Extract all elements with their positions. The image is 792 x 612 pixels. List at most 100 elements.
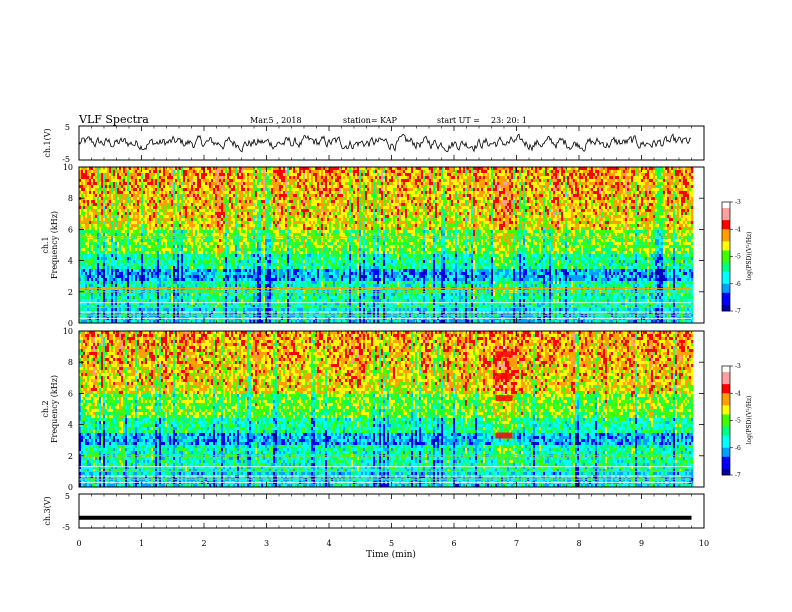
spectrogram-cell [395,185,397,188]
spectrogram-cell [579,206,581,209]
spectrogram-cell [645,179,647,182]
spectrogram-cell [205,179,207,182]
spectrogram-cell [681,176,683,179]
spectrogram-cell [205,203,207,206]
spectrogram-cell [483,188,485,191]
spectrogram-cell [363,212,365,215]
spectrogram-cell [85,179,87,182]
spectrogram-cell [189,194,191,197]
spectrogram-cell [425,203,427,206]
spectrogram-cell [347,203,349,206]
spectrogram-cell [601,176,603,179]
spectrogram-cell [455,170,457,173]
spectrogram-cell [485,209,487,212]
spectrogram-cell [591,191,593,194]
spectrogram-cell [343,206,345,209]
spectrogram-cell [109,185,111,188]
spectrogram-cell [499,179,501,182]
spectrogram-cell [493,197,495,200]
spectrogram-cell [337,185,339,188]
spectrogram-cell [437,170,439,173]
spectrogram-cell [91,212,93,215]
spectrogram-cell [521,179,523,182]
spectrogram-cell [157,185,159,188]
spectrogram-cell [555,179,557,182]
spectrogram-cell [379,182,381,185]
spectrogram-cell [431,170,433,173]
spectrogram-cell [587,185,589,188]
spectrogram-cell [149,203,151,206]
spectrogram-cell [291,203,293,206]
spectrogram-cell [187,200,189,203]
spectrogram-cell [267,197,269,200]
spectrogram-cell [449,173,451,176]
spectrogram-cell [647,209,649,212]
spectrogram-cell [501,206,503,209]
spectrogram-cell [473,212,475,215]
spectrogram-cell [279,185,281,188]
spectrogram-cell [101,197,103,200]
spectrogram-cell [457,176,459,179]
spectrogram-cell [417,206,419,209]
spectrogram-cell [525,191,527,194]
spectrogram-cell [377,188,379,191]
spectrogram-cell [631,194,633,197]
spectrogram-cell [181,209,183,212]
spectrogram-cell [143,185,145,188]
spectrogram-cell [121,194,123,197]
spectrogram-cell [441,188,443,191]
spectrogram-cell [245,194,247,197]
spectrogram-cell [551,203,553,206]
spectrogram-cell [433,176,435,179]
spectrogram-cell [321,203,323,206]
spectrogram-cell [145,188,147,191]
spectrogram-cell [223,176,225,179]
spectrogram-cell [521,176,523,179]
spectrogram-cell [157,176,159,179]
spectrogram-cell [673,176,675,179]
spectrogram-cell [253,212,255,215]
spectrogram-cell [217,182,219,185]
spectrogram-cell [629,203,631,206]
spectrogram-cell [319,188,321,191]
spectrogram-cell [649,209,651,212]
spectrogram-cell [187,203,189,206]
spectrogram-cell [203,212,205,215]
spectrogram-cell [361,182,363,185]
spectrogram-cell [619,176,621,179]
spectrogram-cell [277,185,279,188]
spectrogram-cell [211,206,213,209]
spectrogram-cell [337,197,339,200]
spectrogram-cell [379,197,381,200]
spectrogram-cell [349,173,351,176]
spectrogram-cell [193,188,195,191]
spectrogram-cell [631,212,633,215]
spectrogram-cell [517,212,519,215]
spectrogram-cell [691,209,693,212]
spectrogram-cell [147,206,149,209]
spectrogram-cell [599,197,601,200]
spectrogram-cell [527,197,529,200]
spectrogram-cell [405,194,407,197]
spectrogram-cell [569,200,571,203]
spectrogram-cell [503,209,505,212]
spectrogram-cell [685,200,687,203]
spectrogram-cell [391,200,393,203]
spectrogram-cell [219,203,221,206]
spectrogram-cell [399,191,401,194]
spectrogram-cell [577,191,579,194]
spectrogram-cell [147,173,149,176]
spectrogram-cell [181,212,183,215]
spectrogram-cell [463,182,465,185]
spectrogram-cell [591,203,593,206]
spectrogram-cell [651,182,653,185]
spectrogram-cell [469,188,471,191]
spectrogram-cell [611,209,613,212]
spectrogram-cell [275,179,277,182]
spectrogram-cell [233,191,235,194]
spectrogram-cell [321,209,323,212]
spectrogram-cell [453,191,455,194]
spectrogram-cell [433,182,435,185]
spectrogram-cell [543,182,545,185]
spectrogram-cell [689,185,691,188]
